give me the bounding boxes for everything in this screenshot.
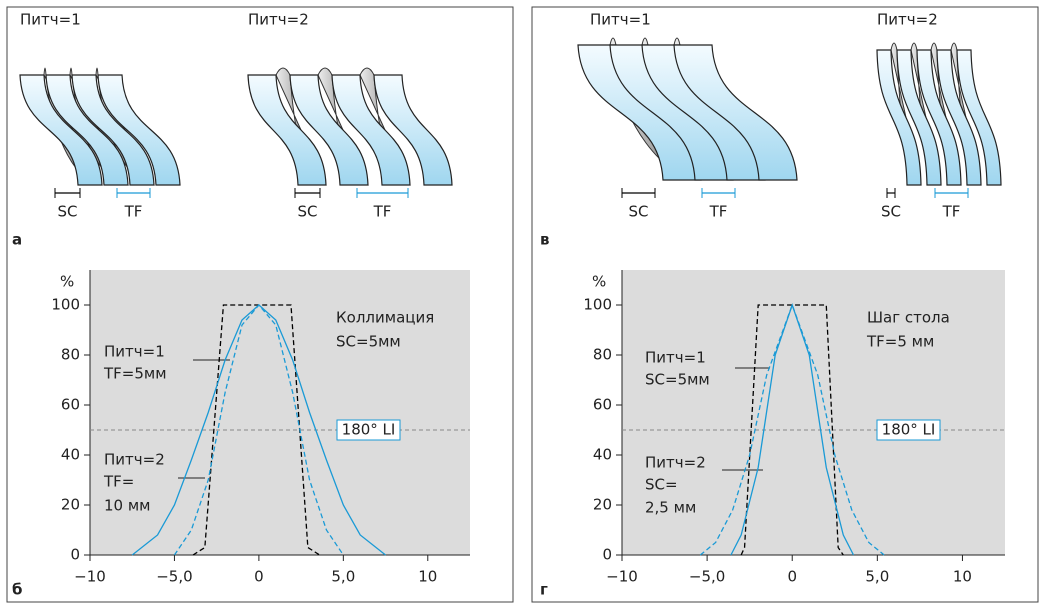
helix-ribbon xyxy=(896,49,942,186)
sc-label: SC xyxy=(629,203,649,221)
curve xyxy=(699,303,885,556)
annotation: Коллимация xyxy=(336,309,434,327)
plot-area xyxy=(90,270,470,555)
y-tick-label: 100 xyxy=(51,296,80,314)
panel-label: а xyxy=(12,231,22,249)
panel-frame xyxy=(6,6,514,603)
helix-ribbon xyxy=(956,49,1002,186)
y-tick-label: 0 xyxy=(602,546,612,564)
annotation: TF=5мм xyxy=(103,365,167,383)
y-tick-label: 20 xyxy=(61,496,80,514)
helix-ribbon xyxy=(289,74,369,186)
helix-ribbon xyxy=(876,49,922,186)
y-axis-label: % xyxy=(60,273,74,291)
y-axis-label: % xyxy=(592,273,606,291)
y-tick-label: 80 xyxy=(593,346,612,364)
annotation: Питч=2 xyxy=(104,451,165,469)
helix-label: Питч=2 xyxy=(877,11,938,29)
annotation: Питч=1 xyxy=(104,343,165,361)
x-tick-label: 5,0 xyxy=(331,568,355,586)
x-tick-label: −10 xyxy=(74,568,106,586)
panel-label: в xyxy=(540,231,550,249)
y-tick-label: 40 xyxy=(61,446,80,464)
curve xyxy=(173,303,344,556)
helix-ribbon xyxy=(936,49,982,186)
panel-label: б xyxy=(12,581,22,599)
helix-ribbon xyxy=(97,74,181,186)
reference-box xyxy=(336,419,401,441)
tf-label: TF xyxy=(709,203,728,221)
reference-box xyxy=(876,419,941,441)
reference-label: 180° LI xyxy=(342,421,396,439)
y-tick-label: 100 xyxy=(583,296,612,314)
curve xyxy=(192,304,321,556)
tf-label: TF xyxy=(124,203,143,221)
sc-label: SC xyxy=(298,203,318,221)
annotation: Питч=1 xyxy=(645,349,706,367)
annotation: TF= xyxy=(103,473,134,491)
plot-area xyxy=(622,270,1005,555)
tf-label: TF xyxy=(373,203,392,221)
y-tick-label: 60 xyxy=(61,396,80,414)
y-tick-label: 20 xyxy=(593,496,612,514)
annotation: TF=5 мм xyxy=(866,333,934,351)
y-tick-label: 80 xyxy=(61,346,80,364)
helix-ribbon xyxy=(247,74,327,186)
annotation: Питч=2 xyxy=(645,454,706,472)
annotation: SC= xyxy=(645,476,678,494)
annotation: 2,5 мм xyxy=(645,499,696,517)
annotation: SC=5мм xyxy=(336,333,401,351)
helix-ribbon xyxy=(916,49,962,186)
y-tick-label: 0 xyxy=(70,546,80,564)
x-tick-label: −10 xyxy=(606,568,638,586)
helix-ribbon xyxy=(19,74,103,186)
x-tick-label: 0 xyxy=(254,568,264,586)
x-tick-label: 0 xyxy=(787,568,797,586)
panel-label: г xyxy=(540,581,548,599)
tf-label: TF xyxy=(942,203,961,221)
annotation: 10 мм xyxy=(104,497,151,515)
annotation: SC=5мм xyxy=(645,371,710,389)
panel-frame xyxy=(531,6,1039,603)
reference-label: 180° LI xyxy=(882,421,936,439)
x-tick-label: 10 xyxy=(953,568,972,586)
curve xyxy=(730,302,855,556)
helix-label: Питч=1 xyxy=(590,11,651,29)
x-tick-label: 10 xyxy=(418,568,437,586)
y-tick-label: 40 xyxy=(593,446,612,464)
helix-ribbon xyxy=(673,44,798,181)
helix-ribbon xyxy=(373,74,453,186)
y-tick-label: 60 xyxy=(593,396,612,414)
helix-label: Питч=1 xyxy=(20,11,81,29)
helix-ribbon xyxy=(331,74,411,186)
x-tick-label: −5,0 xyxy=(156,568,192,586)
sc-label: SC xyxy=(58,203,78,221)
helix-ribbon xyxy=(71,74,155,186)
sc-label: SC xyxy=(881,203,901,221)
annotation: Шаг стола xyxy=(867,309,950,327)
x-tick-label: 5,0 xyxy=(865,568,889,586)
helix-label: Питч=2 xyxy=(248,11,309,29)
curve xyxy=(740,304,844,556)
x-tick-label: −5,0 xyxy=(689,568,725,586)
helix-ribbon xyxy=(45,74,129,186)
